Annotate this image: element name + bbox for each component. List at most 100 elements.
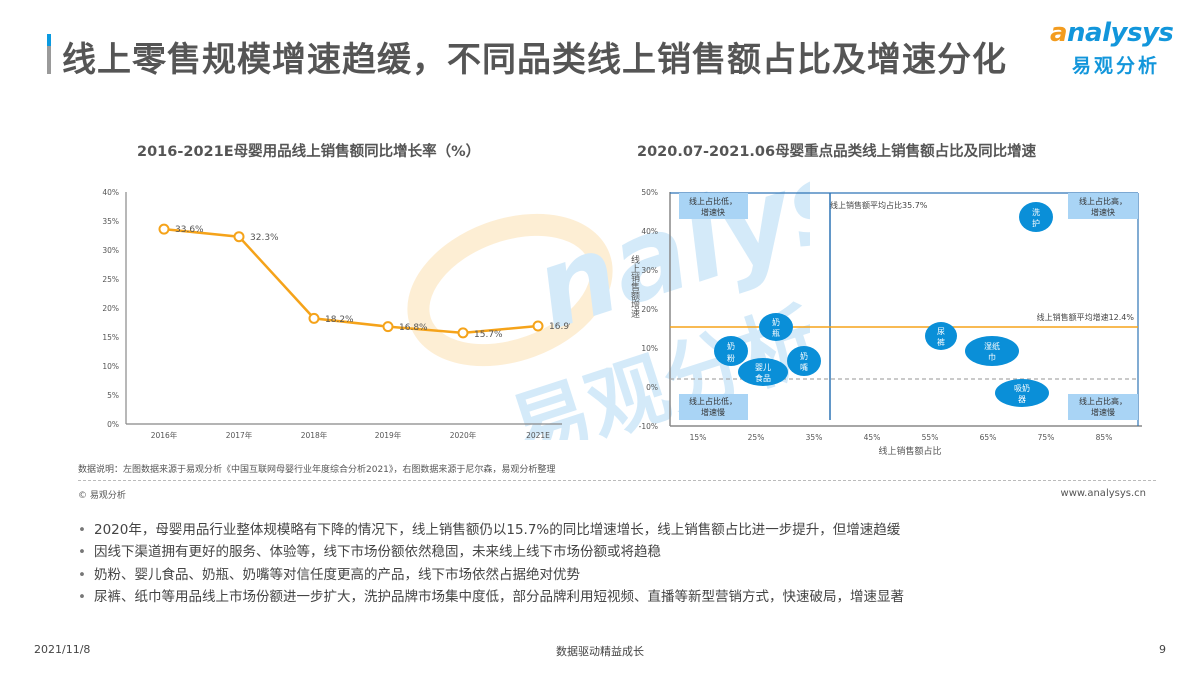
bubble-xihu: 洗 护 <box>1019 202 1053 232</box>
svg-text:16.8%: 16.8% <box>399 323 428 333</box>
svg-text:-10%: -10% <box>639 422 658 431</box>
svg-text:45%: 45% <box>864 433 881 442</box>
svg-text:增速慢: 增速慢 <box>701 407 725 417</box>
svg-text:裤: 裤 <box>937 337 945 347</box>
bubble-naizui: 奶 嘴 <box>787 346 821 376</box>
finding-item: 奶粉、婴儿食品、奶瓶、奶嘴等对信任度更高的产品，线下市场依然占据绝对优势 <box>78 564 904 587</box>
svg-text:2019年: 2019年 <box>375 430 402 440</box>
svg-text:30%: 30% <box>102 246 119 255</box>
svg-text:30%: 30% <box>641 266 658 275</box>
svg-text:湿纸: 湿纸 <box>984 341 1000 351</box>
copyright: © 易观分析 <box>78 491 126 501</box>
bubble-yingershipin: 婴儿 食品 <box>738 358 788 386</box>
quadrant-top-left: 线上占比低， 增速快 <box>679 193 748 219</box>
key-findings-list: 2020年，母婴用品行业整体规模略有下降的情况下，线上销售额仍以15.7%的同比… <box>78 519 904 608</box>
svg-text:器: 器 <box>1018 395 1026 404</box>
svg-text:尿: 尿 <box>937 327 945 336</box>
y-tick-labels: 0% 5% 10% 15% 20% 25% 30% 35% 40% <box>102 188 119 429</box>
svg-text:15%: 15% <box>690 433 707 442</box>
svg-text:35%: 35% <box>806 433 823 442</box>
x-tick-labels: 15% 25% 35% 45% 55% 65% 75% 85% <box>690 433 1113 442</box>
svg-text:线上占比低，: 线上占比低， <box>689 396 737 406</box>
svg-text:瓶: 瓶 <box>772 328 780 338</box>
growth-rate-line <box>163 227 539 335</box>
svg-text:2018年: 2018年 <box>301 430 328 440</box>
svg-text:0%: 0% <box>646 383 658 392</box>
svg-text:85%: 85% <box>1096 433 1113 442</box>
svg-text:奶: 奶 <box>772 317 780 327</box>
right-chart-title: 2020.07-2021.06母婴重点品类线上销售额占比及同比增速 <box>637 144 1037 160</box>
svg-text:巾: 巾 <box>988 352 996 362</box>
avg-share-label: 线上销售额平均占比35.7% <box>830 200 928 210</box>
svg-text:55%: 55% <box>922 433 939 442</box>
data-labels: 33.6% 32.3% 18.2% 16.8% 15.7% 16.9% <box>175 225 570 340</box>
svg-text:增速快: 增速快 <box>701 207 725 217</box>
finding-item: 因线下渠道拥有更好的服务、体验等，线下市场份额依然稳固，未来线上线下市场份额或将… <box>78 541 904 564</box>
svg-text:食品: 食品 <box>755 373 771 383</box>
dotted-divider <box>78 480 1156 481</box>
svg-text:15%: 15% <box>102 333 119 342</box>
page-number: 9 <box>1159 643 1166 656</box>
svg-text:增速快: 增速快 <box>1091 207 1115 217</box>
svg-text:奶: 奶 <box>800 351 808 361</box>
bubble-xinaiqi: 吸奶 器 <box>995 379 1049 407</box>
svg-text:32.3%: 32.3% <box>250 233 279 243</box>
avg-growth-label: 线上销售额平均增速12.4% <box>1037 312 1135 322</box>
finding-item: 尿裤、纸巾等用品线上市场份额进一步扩大，洗护品牌市场集中度低，部分品牌利用短视频… <box>78 586 904 609</box>
quadrant-bottom-left: 线上占比低， 增速慢 <box>679 394 748 420</box>
svg-text:20%: 20% <box>641 305 658 314</box>
svg-text:嘴: 嘴 <box>800 362 808 372</box>
svg-text:5%: 5% <box>107 391 119 400</box>
quadrant-bottom-right: 线上占比高， 增速慢 <box>1068 394 1138 420</box>
logo-wordmark: analysys <box>1050 18 1174 48</box>
title-accent-bar <box>47 34 51 74</box>
svg-text:16.9%: 16.9% <box>549 322 570 332</box>
svg-text:25%: 25% <box>748 433 765 442</box>
svg-text:奶: 奶 <box>727 341 735 351</box>
svg-text:0%: 0% <box>107 420 119 429</box>
logo-chinese: 易观分析 <box>1072 55 1161 77</box>
y-tick-labels: -10% 0% 10% 20% 30% 40% 50% <box>639 188 658 431</box>
svg-text:50%: 50% <box>641 188 658 197</box>
page-title: 线上零售规模增速趋缓，不同品类线上销售额占比及增速分化 <box>62 40 1007 80</box>
svg-text:25%: 25% <box>102 275 119 284</box>
svg-text:线上占比低，: 线上占比低， <box>689 196 737 206</box>
svg-text:65%: 65% <box>980 433 997 442</box>
svg-text:粉: 粉 <box>727 353 735 363</box>
svg-text:33.6%: 33.6% <box>175 225 204 235</box>
data-source-note: 数据说明：左图数据来源于易观分析《中国互联网母婴行业年度综合分析2021》，右图… <box>78 465 556 475</box>
svg-text:线上占比高，: 线上占比高， <box>1079 196 1127 206</box>
svg-text:10%: 10% <box>102 362 119 371</box>
data-point-markers <box>158 223 544 339</box>
svg-text:75%: 75% <box>1038 433 1055 442</box>
website-link[interactable]: www.analysys.cn <box>1060 488 1146 499</box>
line-chart: 0% 5% 10% 15% 20% 25% 30% 35% 40% 2016年 … <box>102 188 570 440</box>
svg-text:2017年: 2017年 <box>226 430 253 440</box>
svg-text:护: 护 <box>1032 218 1040 228</box>
svg-text:20%: 20% <box>102 304 119 313</box>
svg-text:2021E: 2021E <box>526 431 550 440</box>
svg-text:2016年: 2016年 <box>151 430 178 440</box>
y-axis-title: 线上销售额增速 <box>629 254 640 319</box>
svg-text:40%: 40% <box>641 227 658 236</box>
svg-text:吸奶: 吸奶 <box>1014 383 1030 393</box>
x-axis-title: 线上销售额占比 <box>878 445 941 457</box>
footer-slogan: 数据驱动精益成长 <box>556 645 644 658</box>
analysys-logo: analysys 易观分析 <box>1050 18 1180 78</box>
svg-text:2020年: 2020年 <box>450 430 477 440</box>
svg-text:18.2%: 18.2% <box>325 315 354 325</box>
bubble-niaoku: 尿 裤 <box>925 322 957 350</box>
footer-date: 2021/11/8 <box>34 643 91 656</box>
svg-text:线上占比高，: 线上占比高， <box>1079 396 1127 406</box>
svg-text:洗: 洗 <box>1032 207 1040 217</box>
svg-text:15.7%: 15.7% <box>474 330 503 340</box>
bubble-scatter-chart: -10% 0% 10% 20% 30% 40% 50% 线上销售额增速 15% … <box>629 188 1142 457</box>
bubble-naiping: 奶 瓶 <box>759 313 793 341</box>
svg-text:婴儿: 婴儿 <box>755 363 771 372</box>
left-chart-title: 2016-2021E母婴用品线上销售额同比增长率（%） <box>137 144 481 160</box>
quadrant-top-right: 线上占比高， 增速快 <box>1068 193 1138 219</box>
x-tick-labels: 2016年 2017年 2018年 2019年 2020年 2021E <box>151 430 550 440</box>
svg-text:增速慢: 增速慢 <box>1091 407 1115 417</box>
svg-text:10%: 10% <box>641 344 658 353</box>
bubble-shizhijin: 湿纸 巾 <box>965 336 1019 366</box>
